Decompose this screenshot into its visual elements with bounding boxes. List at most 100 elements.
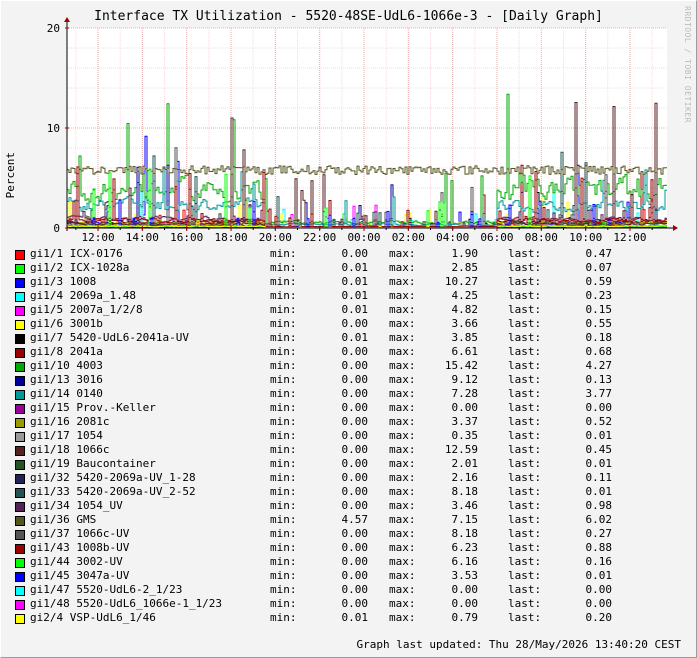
legend-series-name: gi1/10 4003 — [30, 359, 103, 372]
legend-last-label: last: — [508, 541, 542, 554]
legend-min-value: 0.00 — [341, 471, 369, 484]
legend-min-label: min: — [270, 457, 297, 470]
legend-row: gi1/47 5520-UdL6-2_1/23 min: 0.00 max: 0.00 l… — [14, 583, 694, 597]
legend-series-name: gi1/33 5420-2069a-UV_2-52 — [30, 485, 196, 498]
legend-row: gi2/4 VSP-UdL6_1/46 min: 0.01 max: 0.79 last:… — [14, 611, 694, 625]
legend-min-label: min: — [270, 611, 297, 624]
legend-last-value: 0.07 — [585, 261, 613, 274]
legend-swatch — [15, 474, 25, 484]
legend-max-label: max: — [389, 303, 416, 316]
legend-row: gi1/18 1066c min: 0.00 max: 12.59 last: 0.45 — [14, 443, 694, 457]
legend-max-value: 3.46 — [451, 499, 479, 512]
legend-min-value: 0.00 — [341, 345, 369, 358]
legend-max-value: 2.16 — [451, 471, 479, 484]
legend-max-label: max: — [389, 443, 416, 456]
legend-max-value: 3.53 — [451, 569, 479, 582]
y-axis-arrow — [64, 17, 70, 22]
legend-last-value: 0.59 — [585, 275, 613, 288]
legend-min-label: min: — [270, 569, 297, 582]
legend-min-label: min: — [270, 387, 297, 400]
x-tick-label: 06:00 — [480, 231, 513, 244]
legend-max-value: 3.85 — [451, 331, 479, 344]
legend-swatch — [15, 292, 25, 302]
legend-last-label: last: — [508, 261, 542, 274]
x-tick-label: 22:00 — [303, 231, 336, 244]
chart-title: Interface TX Utilization - 5520-48SE-UdL… — [94, 9, 603, 24]
legend-last-value: 0.27 — [585, 527, 613, 540]
legend-min-value: 0.01 — [341, 261, 369, 274]
legend-max-value: 12.59 — [444, 443, 478, 456]
legend-max-value: 9.12 — [451, 373, 479, 386]
legend-series-name: gi1/15 Prov.-Keller — [30, 401, 156, 414]
legend-last-value: 0.00 — [585, 401, 613, 414]
series-line-21 — [67, 166, 667, 228]
x-tick-label: 16:00 — [170, 231, 203, 244]
legend-last-label: last: — [508, 443, 542, 456]
legend-swatch — [15, 334, 25, 344]
legend-last-value: 0.52 — [585, 415, 613, 428]
legend-last-value: 0.00 — [585, 583, 613, 596]
legend-max-value: 3.37 — [451, 415, 479, 428]
legend-max-label: max: — [389, 527, 416, 540]
legend-last-value: 0.23 — [585, 289, 613, 302]
legend-min-value: 0.00 — [341, 541, 369, 554]
legend-swatch — [15, 446, 25, 456]
legend-max-label: max: — [389, 345, 416, 358]
legend-last-value: 0.88 — [585, 541, 613, 554]
legend-min-label: min: — [270, 275, 297, 288]
legend-last-label: last: — [508, 583, 542, 596]
legend-row: gi1/16 2081c min: 0.00 max: 3.37 last: 0.52 — [14, 415, 694, 429]
legend-max-label: max: — [389, 485, 416, 498]
legend-row: gi1/13 3016 min: 0.00 max: 9.12 last: 0.13 — [14, 373, 694, 387]
legend-row: gi1/43 1008b-UV min: 0.00 max: 6.23 last: 0.88 — [14, 541, 694, 555]
legend-min-label: min: — [270, 373, 297, 386]
legend-min-value: 4.57 — [341, 513, 369, 526]
legend-swatch — [15, 530, 25, 540]
legend-swatch — [15, 404, 25, 414]
legend-min-label: min: — [270, 429, 297, 442]
legend-row: gi1/8 2041a min: 0.00 max: 6.61 last: 0.68 — [14, 345, 694, 359]
legend-row: gi1/6 3001b min: 0.00 max: 3.66 last: 0.55 — [14, 317, 694, 331]
y-tick-label: 10 — [47, 122, 60, 135]
legend-last-label: last: — [508, 345, 542, 358]
legend-min-value: 0.00 — [341, 359, 369, 372]
legend-min-label: min: — [270, 443, 297, 456]
legend-swatch — [15, 586, 25, 596]
legend-series-name: gi1/5 2007a_1/2/8 — [30, 303, 143, 316]
legend-last-label: last: — [508, 471, 542, 484]
legend-min-value: 0.01 — [341, 289, 369, 302]
legend-series-name: gi1/7 5420-UdL6-2041a-UV — [30, 331, 189, 344]
legend-series-name: gi1/2 ICX-1028a — [30, 261, 130, 274]
legend-series-name: gi1/45 3047a-UV — [30, 569, 130, 582]
legend-row: gi1/15 Prov.-Keller min: 0.00 max: 0.00 last:… — [14, 401, 694, 415]
legend-series-name: gi1/32 5420-2069a-UV_1-28 — [30, 471, 196, 484]
legend-max-label: max: — [389, 401, 416, 414]
legend-swatch — [15, 558, 25, 568]
legend-max-value: 0.00 — [451, 401, 479, 414]
legend-max-label: max: — [389, 429, 416, 442]
legend-last-label: last: — [508, 303, 542, 316]
legend-last-value: 6.02 — [585, 513, 613, 526]
legend-max-value: 7.15 — [451, 513, 479, 526]
legend-row: gi1/36 GMS min: 4.57 max: 7.15 last: 6.02 — [14, 513, 694, 527]
legend-last-value: 0.20 — [585, 611, 613, 624]
legend-min-label: min: — [270, 261, 297, 274]
legend-swatch — [15, 306, 25, 316]
legend-max-value: 4.25 — [451, 289, 479, 302]
legend-swatch — [15, 264, 25, 274]
legend-series-name: gi1/17 1054 — [30, 429, 103, 442]
legend-last-value: 0.45 — [585, 443, 613, 456]
legend-series-name: gi1/19 Baucontainer — [30, 457, 156, 470]
legend-max-value: 0.35 — [451, 429, 479, 442]
legend-min-value: 0.00 — [341, 373, 369, 386]
legend-row: gi1/14 0140 min: 0.00 max: 7.28 last: 3.77 — [14, 387, 694, 401]
legend-min-label: min: — [270, 331, 297, 344]
legend-max-value: 4.82 — [451, 303, 479, 316]
legend-series-name: gi1/3 1008 — [30, 275, 97, 288]
legend-row: gi1/45 3047a-UV min: 0.00 max: 3.53 last: 0.01 — [14, 569, 694, 583]
legend-min-label: min: — [270, 345, 297, 358]
legend-max-value: 6.61 — [451, 345, 479, 358]
legend-max-label: max: — [389, 415, 416, 428]
legend-last-value: 0.01 — [585, 485, 613, 498]
